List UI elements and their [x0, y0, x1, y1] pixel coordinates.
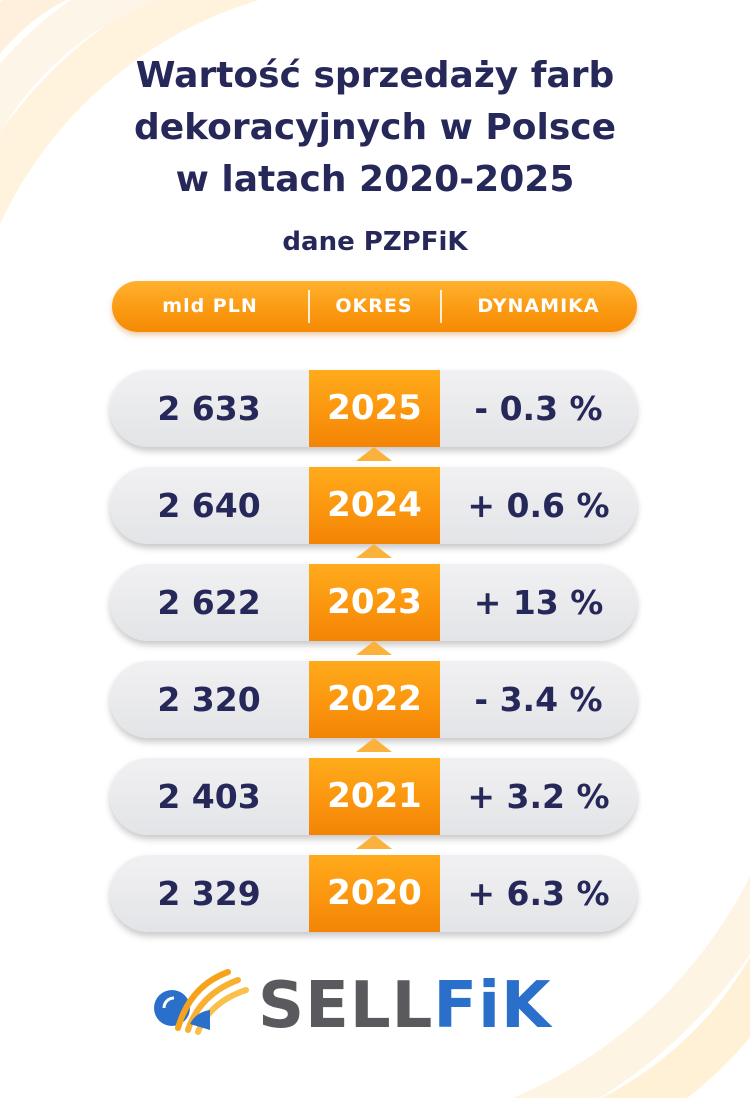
up-arrow-icon	[356, 447, 392, 461]
table-row: 2 633 2025 - 0.3 %	[110, 370, 637, 447]
row-value: 2 622	[157, 583, 261, 622]
row-year: 2021	[309, 758, 440, 835]
row-dynamics: + 3.2 %	[467, 777, 610, 816]
row-dynamics: - 3.4 %	[474, 680, 603, 719]
row-dynamics: - 0.3 %	[474, 389, 603, 428]
table-row: 2 403 2021 + 3.2 %	[110, 758, 637, 835]
up-arrow-icon	[356, 738, 392, 752]
chart-subtitle: dane PZPFiK	[282, 227, 468, 257]
title-line-2: dekoracyjnych w Polsce	[133, 107, 617, 148]
logo-text-fik: FiK	[433, 969, 552, 1043]
orange-blue-arc-logo-icon	[154, 969, 249, 1035]
sellfik-logo: SELLFiK	[150, 966, 590, 1046]
up-arrow-icon	[356, 544, 392, 558]
row-dynamics: + 6.3 %	[467, 874, 610, 913]
title-line-3: w latach 2020-2025	[175, 159, 575, 200]
row-year: 2025	[309, 370, 440, 447]
header-period-label: OKRES	[335, 295, 413, 317]
title-line-1: Wartość sprzedaży farb	[135, 55, 615, 96]
header-value-label: mld PLN	[162, 295, 258, 317]
logo-wordmark: SELLFiK	[258, 966, 552, 1046]
row-value: 2 329	[157, 874, 261, 913]
header-dynamics-label: DYNAMIKA	[477, 295, 600, 317]
table-row: 2 320 2022 - 3.4 %	[110, 661, 637, 738]
header-divider	[308, 290, 310, 323]
row-value: 2 403	[157, 777, 261, 816]
row-year: 2020	[309, 855, 440, 932]
row-dynamics: + 0.6 %	[467, 486, 610, 525]
up-arrow-icon	[356, 835, 392, 849]
row-value: 2 320	[157, 680, 261, 719]
row-year: 2024	[309, 467, 440, 544]
row-value: 2 633	[157, 389, 261, 428]
logo-text-sell: SELL	[258, 969, 434, 1043]
table-row: 2 640 2024 + 0.6 %	[110, 467, 637, 544]
row-year: 2023	[309, 564, 440, 641]
row-dynamics: + 13 %	[473, 583, 604, 622]
table-row: 2 622 2023 + 13 %	[110, 564, 637, 641]
table-header: mld PLN OKRES DYNAMIKA	[112, 281, 637, 332]
chart-title: Wartość sprzedaży farb dekoracyjnych w P…	[0, 50, 750, 206]
table-row: 2 329 2020 + 6.3 %	[110, 855, 637, 932]
row-value: 2 640	[157, 486, 261, 525]
up-arrow-icon	[356, 641, 392, 655]
row-year: 2022	[309, 661, 440, 738]
header-divider	[440, 290, 442, 323]
